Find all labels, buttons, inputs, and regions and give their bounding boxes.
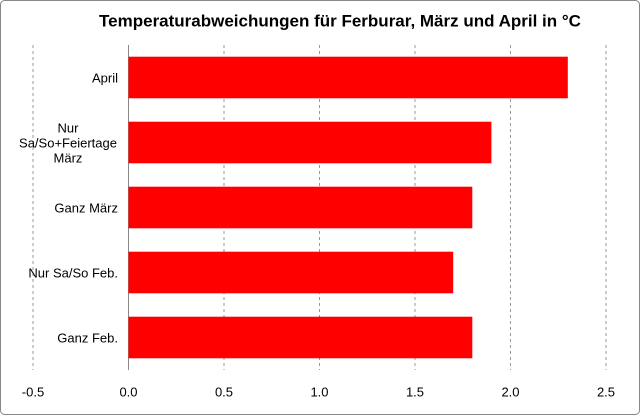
y-tick-label: Ganz Feb. — [57, 330, 118, 345]
bar — [128, 121, 492, 164]
x-tick-label: -0.5 — [22, 384, 44, 399]
bar — [128, 186, 473, 229]
y-tick-label: Ganz März — [54, 200, 118, 215]
x-tick-label: 0.5 — [215, 384, 233, 399]
x-tick-label: 1.0 — [310, 384, 328, 399]
y-tick-label: April — [91, 70, 118, 85]
bar — [128, 56, 568, 99]
x-tick-label: 0.0 — [119, 384, 137, 399]
y-tick-label: Nur Sa/So Feb. — [28, 265, 118, 280]
x-tick-label: 2.5 — [597, 384, 615, 399]
bar — [128, 251, 454, 294]
x-tick-label: 2.0 — [501, 384, 519, 399]
chart-title: Temperaturabweichungen für Ferburar, Mär… — [99, 11, 581, 30]
y-tick-label: Nur Sa/So+Feiertage März — [19, 120, 117, 165]
x-tick-label: 1.5 — [406, 384, 424, 399]
bar — [128, 316, 473, 359]
